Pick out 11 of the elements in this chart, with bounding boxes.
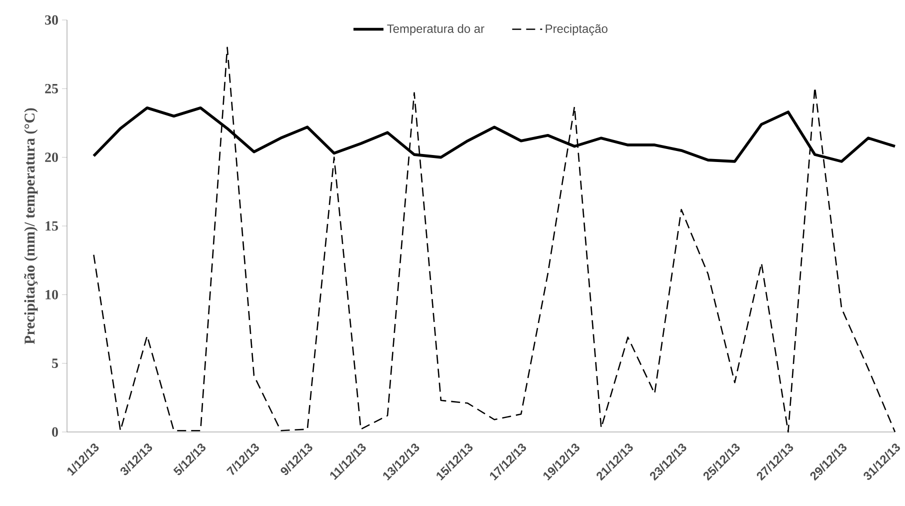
line-series [93,46,896,433]
y-tick-label: 30 [45,15,58,25]
legend-label: Temperatura do ar [387,24,484,36]
y-tick-label: 15 [46,221,58,231]
y-tick-label: 0 [52,427,58,437]
y-tick-label: 10 [46,290,58,300]
y-tick-label: 20 [45,152,58,162]
legend-label: Preciptação [546,24,608,36]
y-tick-label: 25 [45,84,58,94]
y-axis-title: Precipitação (mm)/ temperatura (°C) [24,108,38,344]
y-tick-label: 5 [52,358,58,368]
